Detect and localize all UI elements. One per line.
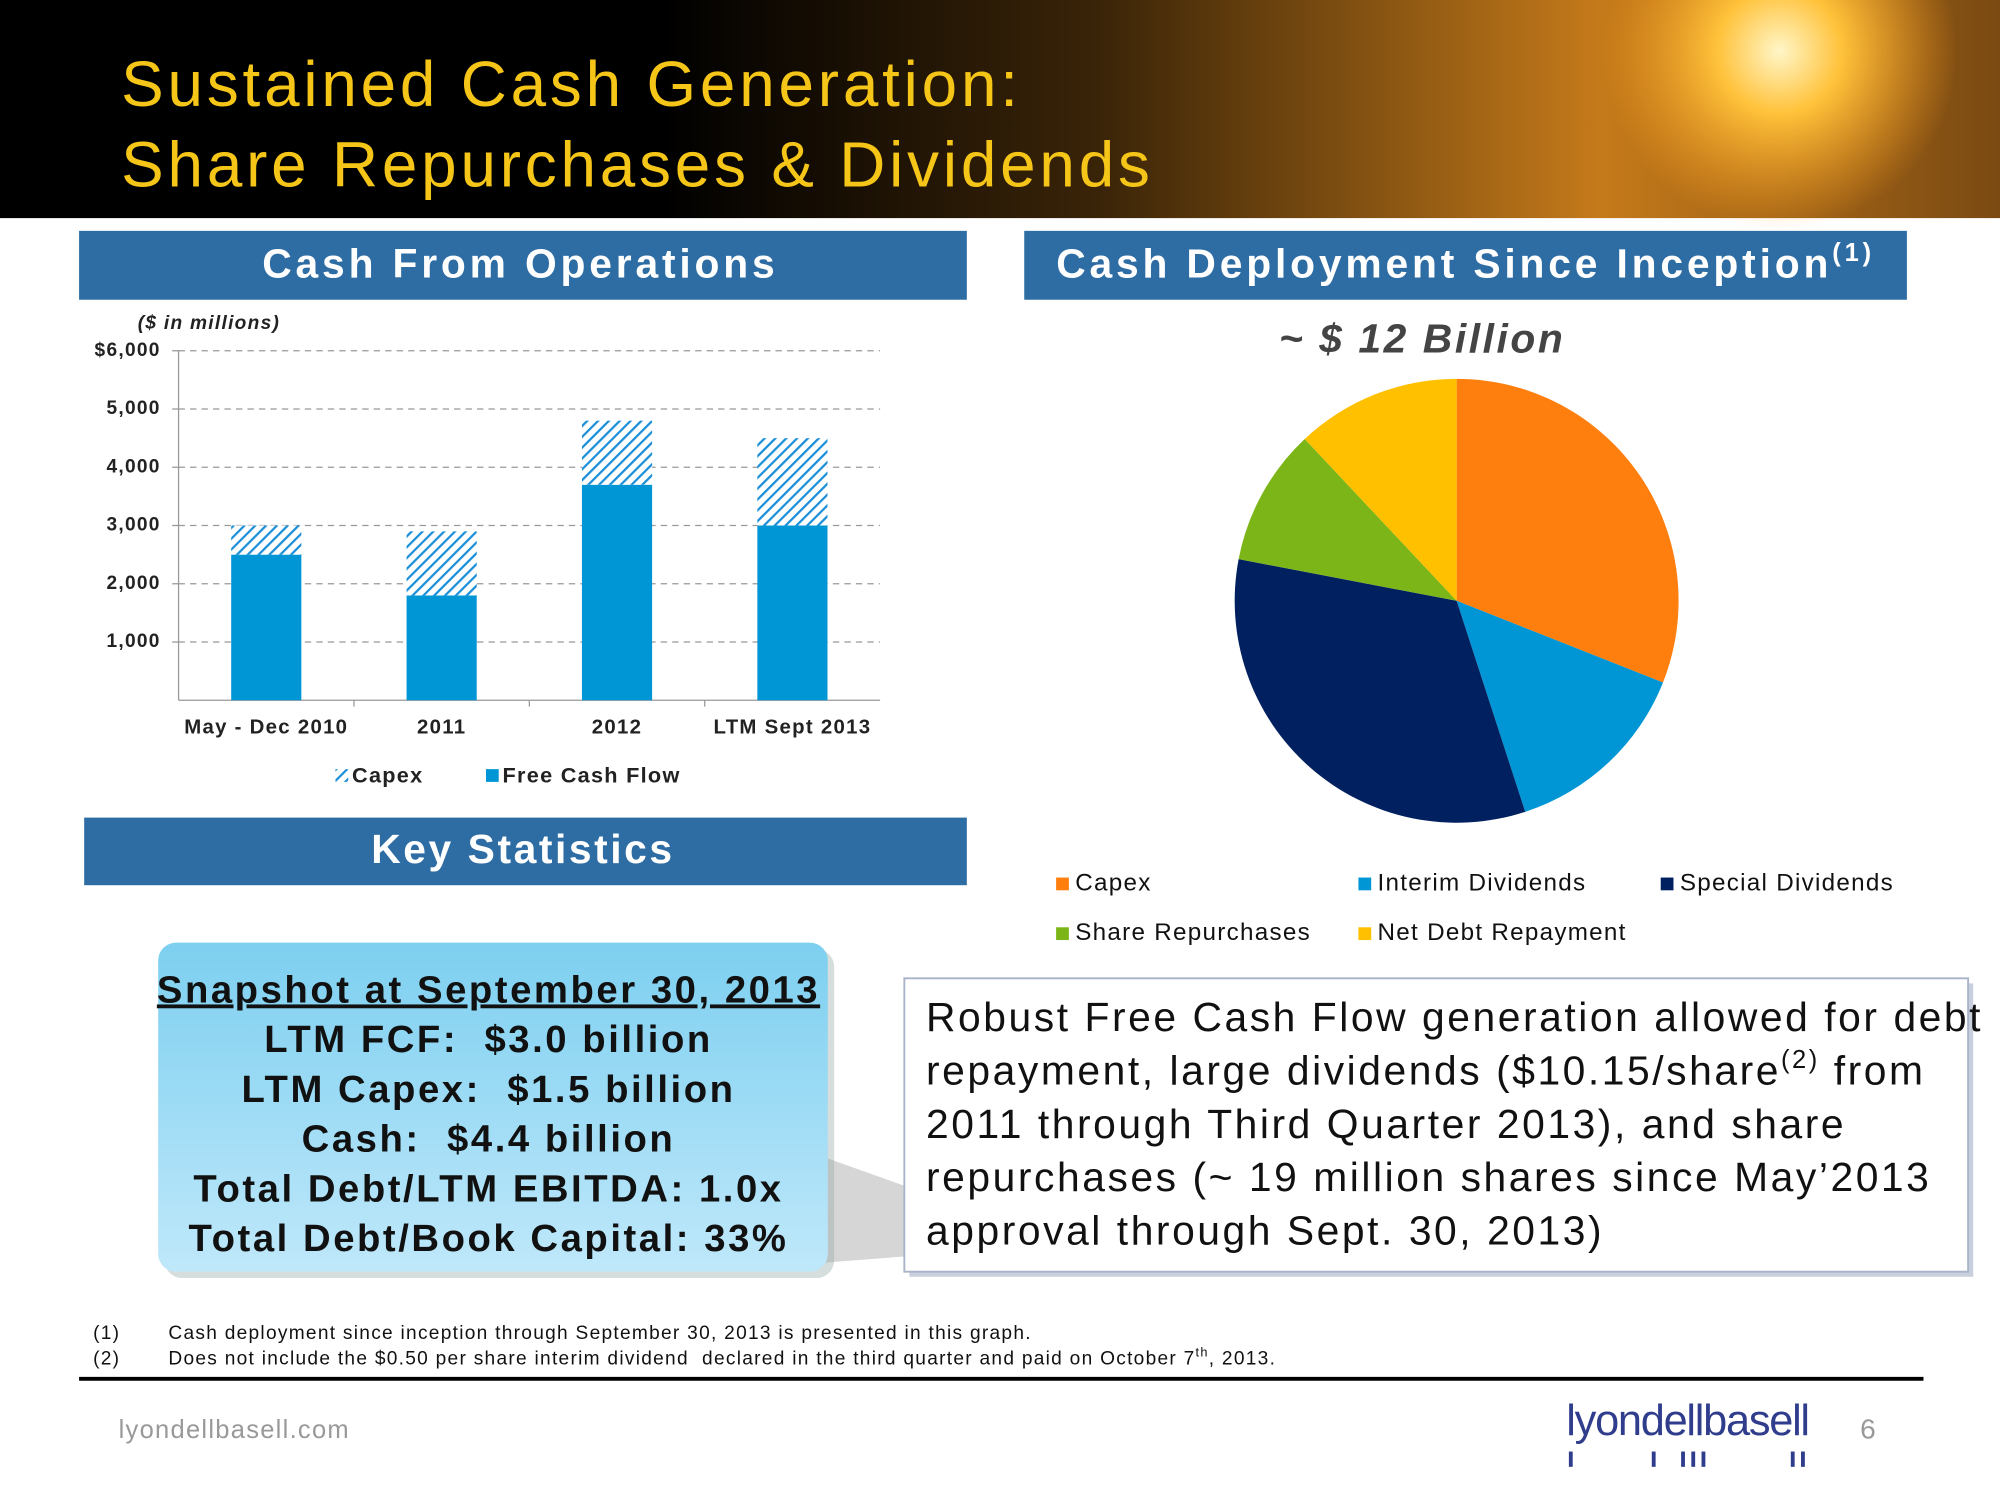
text-line: approval through Sept. 30, 2013) (926, 1207, 1604, 1253)
pie-slice (1456, 600, 1663, 812)
footer-site: lyondellbasell.com (119, 1416, 350, 1444)
pie-slice (1456, 378, 1679, 683)
pie-slice (1304, 378, 1457, 601)
text-after: , 2013. (1209, 1349, 1276, 1370)
unit-note: ($ in millions) (138, 313, 280, 334)
legend-swatch (1660, 877, 1674, 891)
text-sup: (2) (1781, 1046, 1820, 1074)
legend-swatch (335, 769, 349, 782)
text-line: repurchases (~ 19 million shares since M… (926, 1154, 1931, 1200)
bar-segment (231, 554, 302, 701)
text-sup: th (1196, 1345, 1209, 1360)
legend-swatch (1358, 927, 1372, 941)
bar-segment (231, 525, 302, 555)
y-tick-label: $6,000 (95, 340, 161, 361)
section-title: Cash From Operations (262, 240, 778, 286)
y-tick-label: 3,000 (106, 515, 160, 536)
pie-slice (1238, 438, 1457, 601)
footnote-marker: (2) (93, 1349, 120, 1370)
title-line: Sustained Cash Generation: (121, 48, 1022, 120)
x-tick-label: May - Dec 2010 (184, 717, 348, 739)
legend-swatch (1056, 927, 1069, 941)
section-title: Cash Deployment Since Inception(1) (1056, 239, 1875, 287)
y-tick-label: 5,000 (106, 398, 160, 419)
stat-line: Cash: $4.4 billion (302, 1118, 676, 1161)
text-main: Cash deployment since inception through … (168, 1323, 1031, 1344)
stat-line: LTM FCF: $3.0 billion (264, 1018, 713, 1061)
page-number: 6 (1860, 1414, 1877, 1445)
title-line: Share Repurchases & Dividends (121, 128, 1154, 200)
text-line: 2011 through Third Quarter 2013), and sh… (926, 1101, 1846, 1147)
pie-subtitle: ~ $ 12 Billion (1279, 316, 1565, 362)
y-tick-label: 2,000 (106, 573, 160, 594)
bar-segment (757, 525, 828, 701)
stat-line: LTM Capex: $1.5 billion (241, 1068, 735, 1111)
legend-label: Share Repurchases (1075, 919, 1311, 946)
title-text: Cash Deployment Since Inception (1056, 240, 1832, 286)
text-main: repayment, large dividends ($10.15/share (926, 1048, 1781, 1094)
legend-label: Capex (352, 763, 423, 788)
text-main: Does not include the $0.50 per share int… (168, 1349, 1195, 1370)
text-line: repayment, large dividends ($10.15/share… (926, 1046, 1925, 1094)
bar-segment (581, 420, 653, 485)
title-sup: (1) (1832, 239, 1875, 267)
section-header (1024, 230, 1907, 300)
legend-swatch (1358, 877, 1372, 891)
snapshot-heading: Snapshot at September 30, 2013 (157, 968, 820, 1011)
legend-swatch (485, 769, 499, 782)
section-header (79, 230, 967, 300)
summary-box (903, 977, 1970, 1273)
legend-label: Free Cash Flow (503, 763, 681, 788)
bar-segment (757, 438, 828, 526)
header-sun (1600, 0, 1958, 230)
logo-bars (1568, 1451, 1805, 1467)
stat-line: Total Debt/Book Capital: 33% (189, 1217, 789, 1260)
x-tick-label: LTM Sept 2013 (713, 717, 871, 739)
bar-segment (406, 531, 477, 596)
bar-segment (406, 595, 477, 701)
footnote-text: Does not include the $0.50 per share int… (168, 1345, 1276, 1370)
y-tick-label: 4,000 (106, 456, 160, 477)
bar-segment (581, 484, 653, 701)
legend-label: Interim Dividends (1378, 869, 1587, 896)
stat-line: Total Debt/LTM EBITDA: 1.0x (193, 1167, 783, 1210)
footnote-marker: (1) (93, 1323, 120, 1344)
section-header (84, 817, 967, 886)
section-title: Key Statistics (371, 826, 674, 872)
y-tick-label: 1,000 (106, 631, 160, 652)
footnote-text: Cash deployment since inception through … (168, 1323, 1031, 1344)
text-after: from (1820, 1048, 1926, 1094)
x-tick-label: 2011 (417, 717, 466, 739)
legend-label: Special Dividends (1680, 869, 1894, 896)
legend-label: Net Debt Repayment (1378, 919, 1627, 946)
box-shadow (816, 1154, 906, 1263)
pie-slice (1234, 559, 1526, 823)
snapshot-box (158, 942, 828, 1272)
legend-swatch (1056, 877, 1069, 891)
text-line: Robust Free Cash Flow generation allowed… (926, 994, 1983, 1040)
x-tick-label: 2012 (592, 717, 642, 739)
logo: lyondellbasell (1566, 1397, 1808, 1445)
legend-label: Capex (1075, 869, 1151, 896)
